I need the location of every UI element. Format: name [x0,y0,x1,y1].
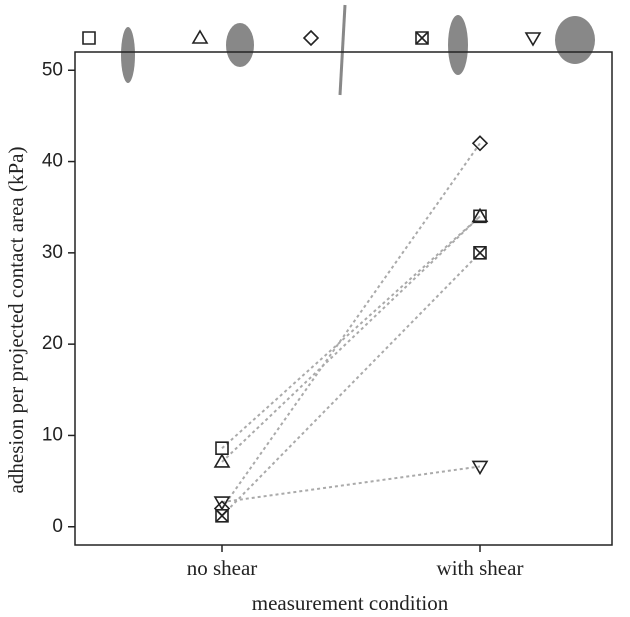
series-line [221,215,481,463]
marker-shape [215,441,229,456]
gecko-icon [121,27,135,83]
marker-shape [302,29,320,47]
y-tick-label: 50 [42,59,63,80]
data-point [213,496,231,511]
marker-cross [215,509,229,523]
x-axis-label: measurement condition [252,591,449,615]
y-tick-label: 30 [42,242,63,263]
legend-marker [82,31,96,45]
y-tick-label: 10 [42,424,63,445]
marker-shape [524,32,542,47]
marker-cross [415,31,429,45]
marker-shape [471,460,489,476]
legend-marker [524,32,542,47]
marker-shape [82,31,96,45]
series-line [221,465,481,504]
y-tick-label: 0 [52,516,63,537]
data-point [473,246,487,260]
data-point [213,453,231,468]
data-point [471,207,489,223]
frog-icon [555,16,595,64]
data-point [215,508,229,523]
data-point [471,135,489,152]
legend-marker [415,31,429,45]
marker-shape [213,496,231,511]
legend-marker [302,29,320,47]
legend-marker [191,29,209,44]
marker-shape [471,207,489,223]
x-tick-label: with shear [437,556,524,580]
animal-icons [121,4,595,96]
marker-shape [191,29,209,44]
marker-cross [473,246,487,260]
cockroach-icon [448,15,468,75]
x-tick-label: no shear [187,556,258,580]
marker-shape [471,135,489,152]
marker-shape [213,453,231,468]
series-line [221,215,481,449]
series-line [221,142,481,510]
y-tick-label: 20 [42,333,63,354]
plot-frame [74,51,613,546]
y-tick-label: 40 [42,151,63,172]
data-point [215,441,229,456]
series-line [221,252,481,517]
data-point [471,460,489,476]
stick-insect-icon [338,4,347,96]
y-axis-label: adhesion per projected contact area (kPa… [4,147,28,494]
beetle-icon [226,23,254,67]
